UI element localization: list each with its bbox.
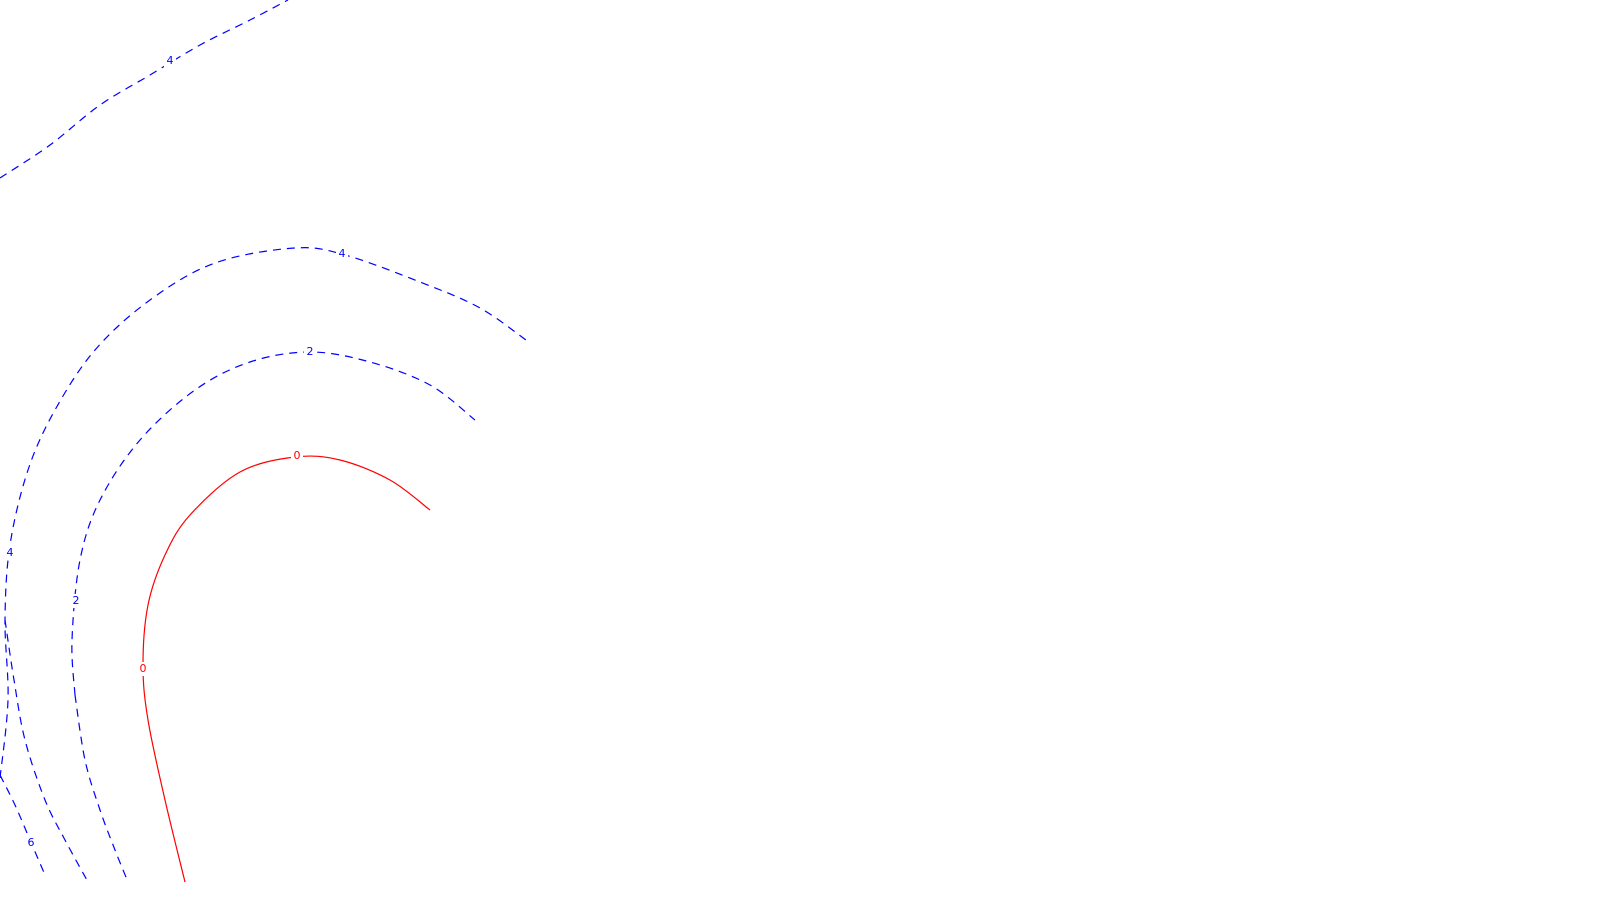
- contour-label-background: [137, 662, 149, 676]
- contour-label-0: 0: [294, 449, 301, 462]
- contour-line-level-6-4: [0, 774, 46, 876]
- contour-label-2: 2: [73, 594, 80, 607]
- contour-line-level-4-1: [0, 247, 531, 779]
- contour-label-6: 6: [28, 836, 35, 849]
- contour-label-2: 2: [307, 345, 314, 358]
- contour-line-level-2-2: [71, 351, 476, 696]
- contour-lines: [0, 0, 531, 883]
- contour-label-background: [70, 594, 82, 608]
- contour-line-level-2-6: [74, 694, 129, 883]
- contour-label-background: [291, 449, 303, 463]
- contour-label-4: 4: [339, 247, 346, 260]
- contour-labels: 4 4 4 2 2 0 0 6: [4, 54, 348, 850]
- contour-line-level-4-0: [0, 0, 289, 179]
- contour-label-background: [304, 345, 316, 359]
- contour-label-background: [164, 54, 176, 68]
- contour-label-0: 0: [140, 662, 147, 675]
- contour-label-background: [4, 546, 16, 560]
- contour-line-level-4-5: [4, 619, 89, 883]
- contour-label-background: [336, 247, 348, 261]
- contour-label-4: 4: [167, 54, 174, 67]
- contour-label-4: 4: [7, 546, 14, 559]
- contour-label-background: [25, 836, 37, 850]
- contour-line-level-0-3: [142, 455, 431, 883]
